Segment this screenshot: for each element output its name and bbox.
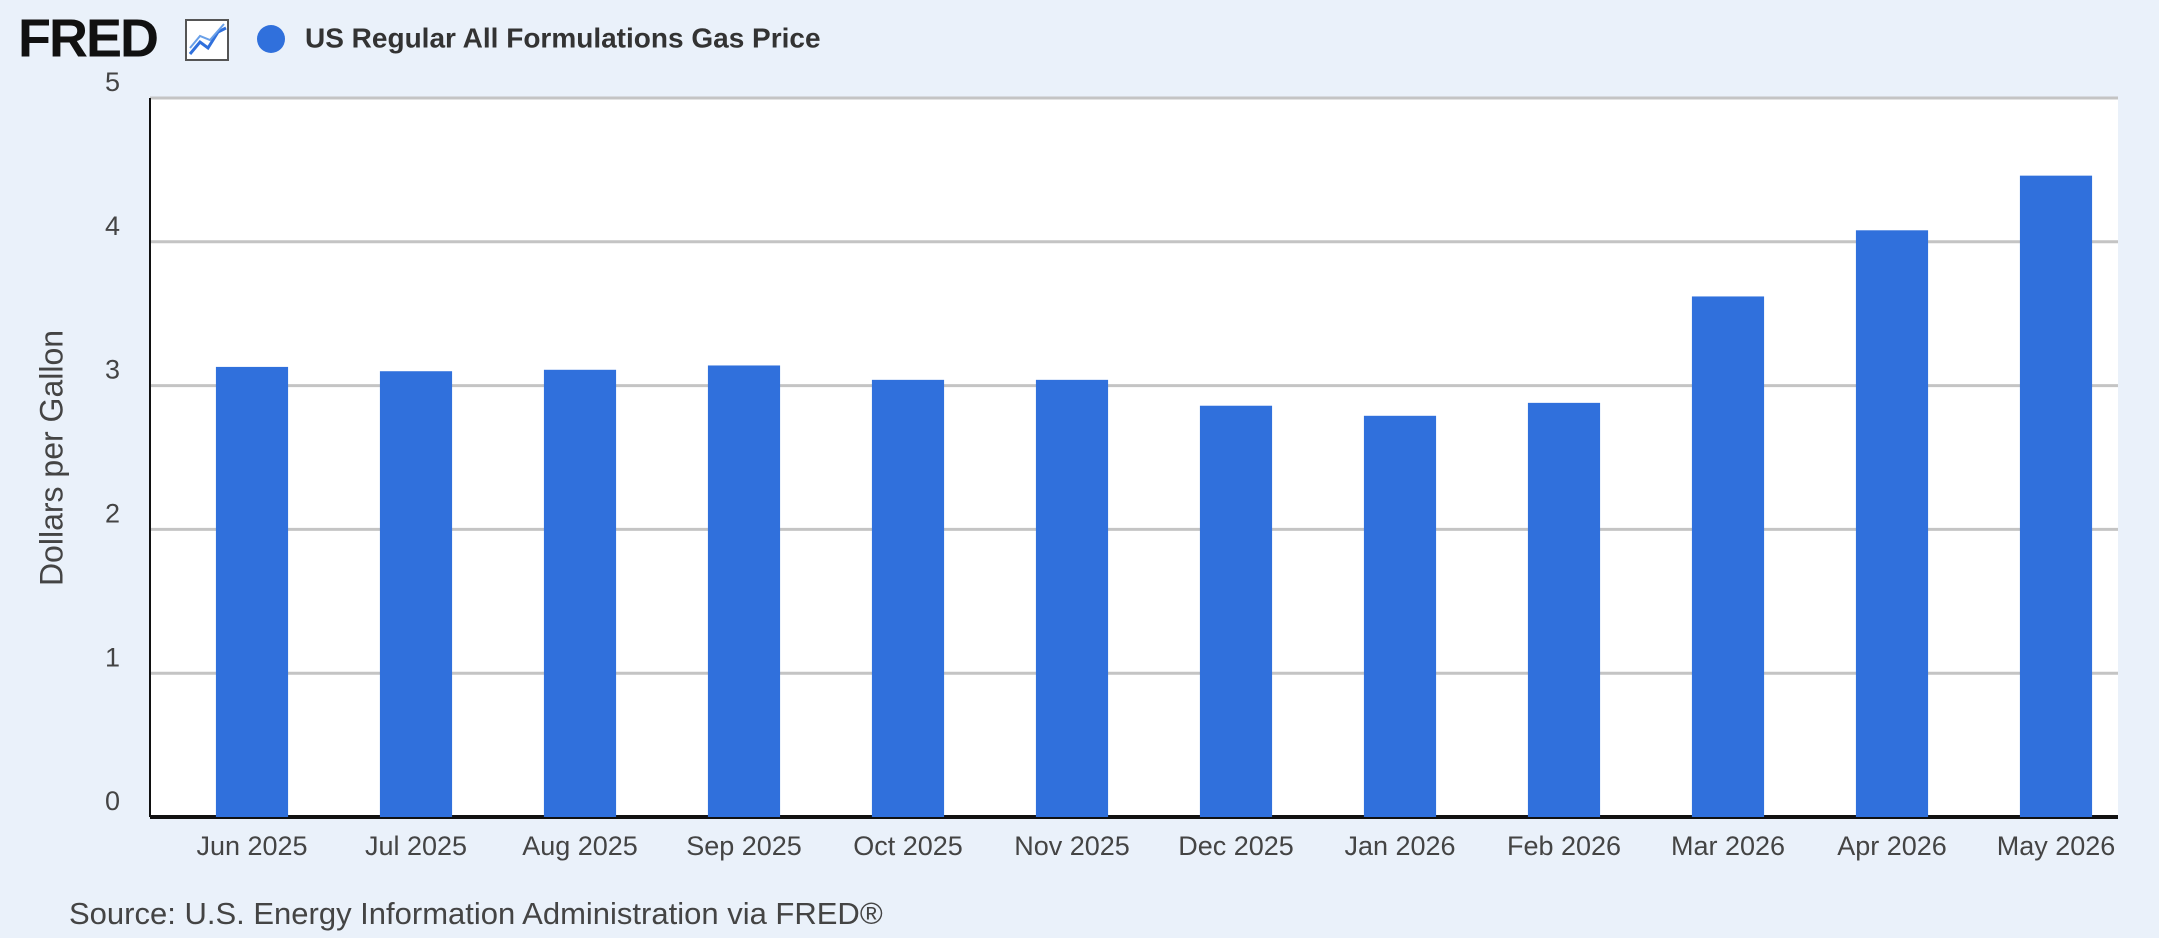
logo: FRED	[18, 8, 157, 68]
y-tick-label: 5	[105, 67, 120, 97]
x-tick-label: Apr 2026	[1837, 831, 1947, 861]
y-tick-label: 3	[105, 355, 120, 385]
bar	[1363, 415, 1437, 817]
x-tick-label: Jan 2026	[1344, 831, 1455, 861]
x-tick-label: Jul 2025	[365, 831, 467, 861]
bar	[2019, 175, 2093, 818]
x-tick-label: Oct 2025	[853, 831, 963, 861]
chart-icon	[185, 19, 229, 61]
bar	[1527, 402, 1601, 817]
x-tick-label: Nov 2025	[1014, 831, 1130, 861]
bar	[1691, 296, 1765, 818]
bar	[707, 365, 781, 817]
plot-area	[150, 98, 2118, 817]
bar	[215, 366, 289, 817]
x-tick-label: Sep 2025	[686, 831, 802, 861]
x-tick-label: Feb 2026	[1507, 831, 1621, 861]
y-axis-title: Dollars per Gallon	[33, 330, 69, 586]
y-tick-label: 2	[105, 499, 120, 529]
source: Source: U.S. Energy Information Administ…	[69, 896, 883, 931]
y-tick-label: 4	[105, 211, 120, 241]
bar	[1855, 230, 1929, 817]
bar	[543, 369, 617, 817]
bar	[1035, 379, 1109, 817]
x-tick-label: Dec 2025	[1178, 831, 1294, 861]
bar	[1199, 405, 1273, 817]
bar	[871, 379, 945, 817]
x-tick-label: May 2026	[1997, 831, 2116, 861]
x-tick-label: Mar 2026	[1671, 831, 1785, 861]
legend-label: US Regular All Formulations Gas Price	[305, 22, 821, 53]
x-tick-label: Aug 2025	[522, 831, 638, 861]
bar	[379, 371, 453, 817]
x-tick-label: Jun 2025	[196, 831, 307, 861]
y-tick-label: 1	[105, 642, 120, 672]
legend-marker	[257, 25, 285, 53]
y-tick-label: 0	[105, 786, 120, 816]
